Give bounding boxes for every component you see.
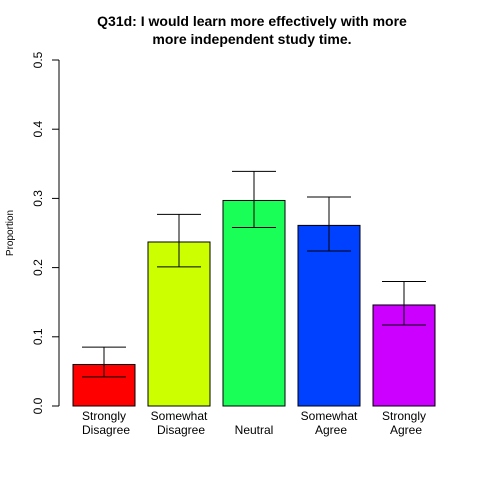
y-tick-label: 0.2	[31, 259, 45, 276]
category-label-4: Somewhat	[301, 409, 358, 423]
bars	[73, 200, 435, 406]
chart-title-line-1: Q31d: I would learn more effectively wit…	[97, 13, 407, 29]
y-axis-label: Proportion	[5, 210, 16, 256]
category-label-3: Neutral	[235, 423, 274, 437]
category-label-2: Disagree	[157, 423, 205, 437]
category-label-1: Strongly	[82, 409, 126, 423]
y-tick-label: 0.3	[31, 190, 45, 207]
y-tick-label: 0.1	[31, 328, 45, 345]
category-label-5: Agree	[390, 423, 422, 437]
bar-4	[298, 225, 360, 406]
category-label-5: Strongly	[382, 409, 426, 423]
chart-title: Q31d: I would learn more effectively wit…	[97, 13, 407, 47]
category-label-4: Agree	[315, 423, 347, 437]
y-tick-label: 0.0	[31, 397, 45, 414]
y-axis: 0.0 0.1 0.2 0.3 0.4 0.5	[31, 51, 59, 414]
chart-title-line-2: more independent study time.	[152, 31, 351, 47]
bar-3	[223, 200, 285, 406]
y-tick-label: 0.5	[31, 51, 45, 68]
category-label-1: Disagree	[82, 423, 130, 437]
category-label-2: Somewhat	[151, 409, 208, 423]
y-tick-label: 0.4	[31, 121, 45, 138]
